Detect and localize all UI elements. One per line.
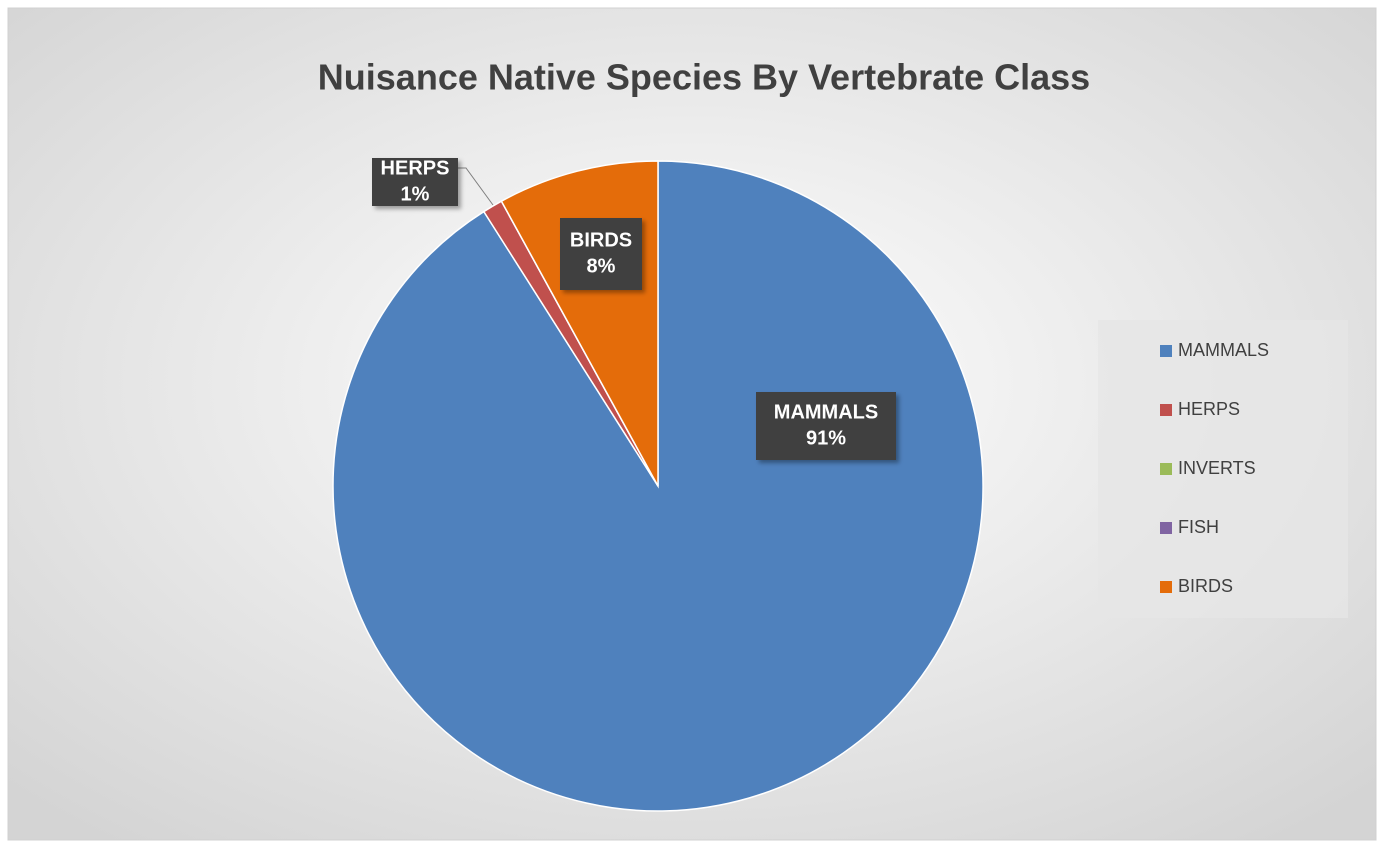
leader-line bbox=[458, 167, 494, 206]
legend-label: FISH bbox=[1178, 517, 1219, 537]
legend-label: BIRDS bbox=[1178, 576, 1233, 596]
data-label-category: MAMMALS bbox=[774, 401, 878, 423]
legend-swatch bbox=[1160, 463, 1172, 475]
data-label-category: HERPS bbox=[381, 157, 450, 179]
data-label-box bbox=[756, 392, 896, 460]
legend-swatch bbox=[1160, 522, 1172, 534]
legend-label: MAMMALS bbox=[1178, 340, 1269, 360]
legend-swatch bbox=[1160, 581, 1172, 593]
legend-swatch bbox=[1160, 404, 1172, 416]
data-label-value: 1% bbox=[401, 183, 430, 205]
data-label-category: BIRDS bbox=[570, 229, 632, 251]
data-label-box bbox=[560, 218, 642, 290]
legend-box bbox=[1098, 320, 1348, 618]
data-label-value: 8% bbox=[587, 255, 616, 277]
legend-swatch bbox=[1160, 345, 1172, 357]
legend-label: HERPS bbox=[1178, 399, 1240, 419]
legend-label: INVERTS bbox=[1178, 458, 1256, 478]
data-label-box bbox=[372, 158, 458, 206]
data-label-value: 91% bbox=[806, 427, 846, 449]
chart-title: Nuisance Native Species By Vertebrate Cl… bbox=[318, 57, 1090, 98]
